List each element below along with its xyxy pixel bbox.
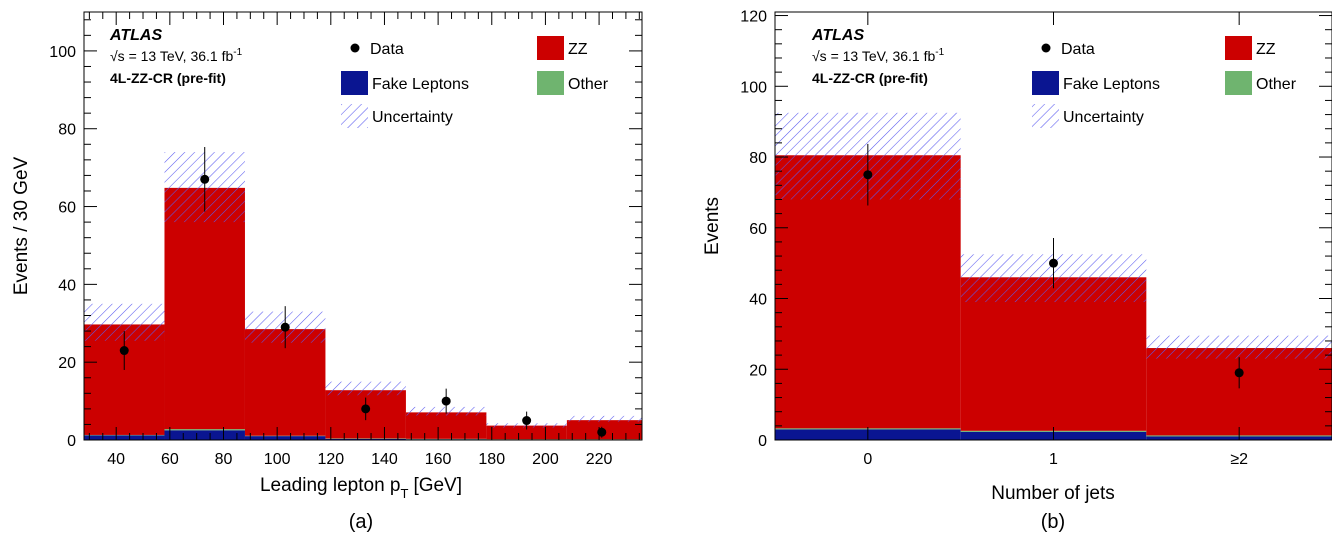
energy-text-b: √s = 13 TeV, 36.1 fb (812, 48, 935, 64)
legend-data-marker-b (1042, 44, 1051, 53)
legend-fake-label-b: Fake Leptons (1063, 76, 1160, 93)
legend-other-label-a: Other (568, 76, 609, 93)
x-title-unit-a: [GeV] (413, 475, 462, 496)
legend-fake-swatch-a (341, 71, 368, 95)
histogram-layer-a (84, 188, 642, 440)
legend-fake-label-a: Fake Leptons (372, 76, 469, 93)
legend-unc-label-b: Uncertainty (1063, 109, 1144, 126)
y-tick-label-a-80: 80 (58, 122, 76, 139)
x-tick-label-a-60: 60 (161, 451, 179, 468)
legend-data-marker-a (351, 44, 360, 53)
bar-other-a-1 (164, 429, 244, 430)
energy-label-a: √s = 13 TeV, 36.1 fb-1 (110, 47, 243, 64)
legend-a: Data ZZ Fake Leptons Other Uncertainty (341, 36, 609, 128)
legend-unc-label-a: Uncertainty (372, 109, 453, 126)
x-tick-label-a-120: 120 (317, 451, 344, 468)
x-tick-label-a-80: 80 (215, 451, 233, 468)
legend-data-label-b: Data (1061, 41, 1095, 58)
y-tick-label-a-20: 20 (58, 355, 76, 372)
bar-fake-leptons-a-0 (84, 435, 164, 440)
x-tick-label-b-0: 0 (863, 451, 872, 468)
x-tick-label-a-100: 100 (264, 451, 291, 468)
atlas-label-a: ATLAS (109, 27, 162, 44)
energy-sup-b: -1 (935, 47, 944, 58)
legend-zz-label-a: ZZ (568, 41, 588, 58)
uncertainty-band-b-2 (1146, 336, 1332, 359)
legend-unc-swatch-b (1032, 104, 1059, 128)
energy-sup-a: -1 (233, 47, 242, 58)
y-axis-title-a: Events / 30 GeV (11, 156, 32, 295)
uncertainty-band-a-3 (325, 382, 405, 396)
legend-data-label-a: Data (370, 41, 404, 58)
legend-zz-label-b: ZZ (1256, 41, 1276, 58)
data-point-a-2 (281, 323, 290, 332)
legend-fake-swatch-b (1032, 71, 1059, 95)
y-tick-label-b-100: 100 (740, 79, 767, 96)
energy-text-a: √s = 13 TeV, 36.1 fb (110, 48, 233, 64)
bar-fake-leptons-a-1 (164, 430, 244, 440)
panel-b: 0 20 40 60 80 100 120 0 1 ≥2 ATLAS √s = 13 TeV, 3… (702, 9, 1332, 533)
energy-label-b: √s = 13 TeV, 36.1 fb-1 (812, 47, 945, 64)
x-tick-label-a-40: 40 (107, 451, 125, 468)
y-tick-label-a-40: 40 (58, 277, 76, 294)
x-tick-label-a-140: 140 (371, 451, 398, 468)
bar-fake-leptons-a-2 (245, 436, 325, 440)
x-tick-label-a-180: 180 (478, 451, 505, 468)
x-axis-title-a: Leading lepton pT [GeV] (260, 475, 462, 501)
legend-other-swatch-a (537, 71, 564, 95)
uncertainty-band-a-6 (567, 416, 642, 422)
legend-unc-swatch-a (341, 104, 368, 128)
x-tick-label-b-2: ≥2 (1230, 451, 1248, 468)
bar-zz-a-4 (406, 412, 486, 438)
data-point-b-0 (863, 170, 872, 179)
y-tick-label-b-60: 60 (749, 221, 767, 238)
x-tick-label-a-160: 160 (425, 451, 452, 468)
legend-zz-swatch-b (1225, 36, 1252, 60)
data-point-a-1 (200, 175, 209, 184)
x-tick-label-a-220: 220 (586, 451, 613, 468)
bar-zz-a-1 (164, 188, 244, 429)
panel-label-a: (a) (349, 511, 373, 533)
region-label-b: 4L-ZZ-CR (pre-fit) (812, 70, 928, 86)
legend-b: Data ZZ Fake Leptons Other Uncertainty (1032, 36, 1297, 128)
region-label-a: 4L-ZZ-CR (pre-fit) (110, 70, 226, 86)
data-point-a-0 (120, 346, 129, 355)
y-tick-label-b-20: 20 (749, 362, 767, 379)
y-tick-label-b-80: 80 (749, 150, 767, 167)
legend-other-swatch-b (1225, 71, 1252, 95)
x-title-main-a: Leading lepton p (260, 475, 401, 496)
y-tick-label-a-0: 0 (67, 433, 76, 450)
panel-label-b: (b) (1041, 511, 1065, 533)
y-tick-label-a-60: 60 (58, 200, 76, 217)
y-tick-label-b-120: 120 (740, 9, 767, 26)
data-point-a-4 (442, 397, 451, 406)
x-tick-label-b-1: 1 (1049, 451, 1058, 468)
legend-other-label-b: Other (1256, 76, 1297, 93)
data-point-a-3 (361, 404, 370, 413)
x-axis-title-b: Number of jets (991, 483, 1115, 504)
legend-zz-swatch-a (537, 36, 564, 60)
data-point-b-2 (1235, 368, 1244, 377)
data-point-b-1 (1049, 259, 1058, 268)
atlas-label-b: ATLAS (811, 27, 864, 44)
y-axis-title-b: Events (702, 197, 723, 255)
data-point-a-5 (522, 416, 531, 425)
y-tick-label-a-100: 100 (49, 44, 76, 61)
x-title-sub-a: T (400, 486, 408, 501)
x-tick-label-a-200: 200 (532, 451, 559, 468)
y-tick-label-b-0: 0 (758, 433, 767, 450)
y-tick-label-b-40: 40 (749, 292, 767, 309)
